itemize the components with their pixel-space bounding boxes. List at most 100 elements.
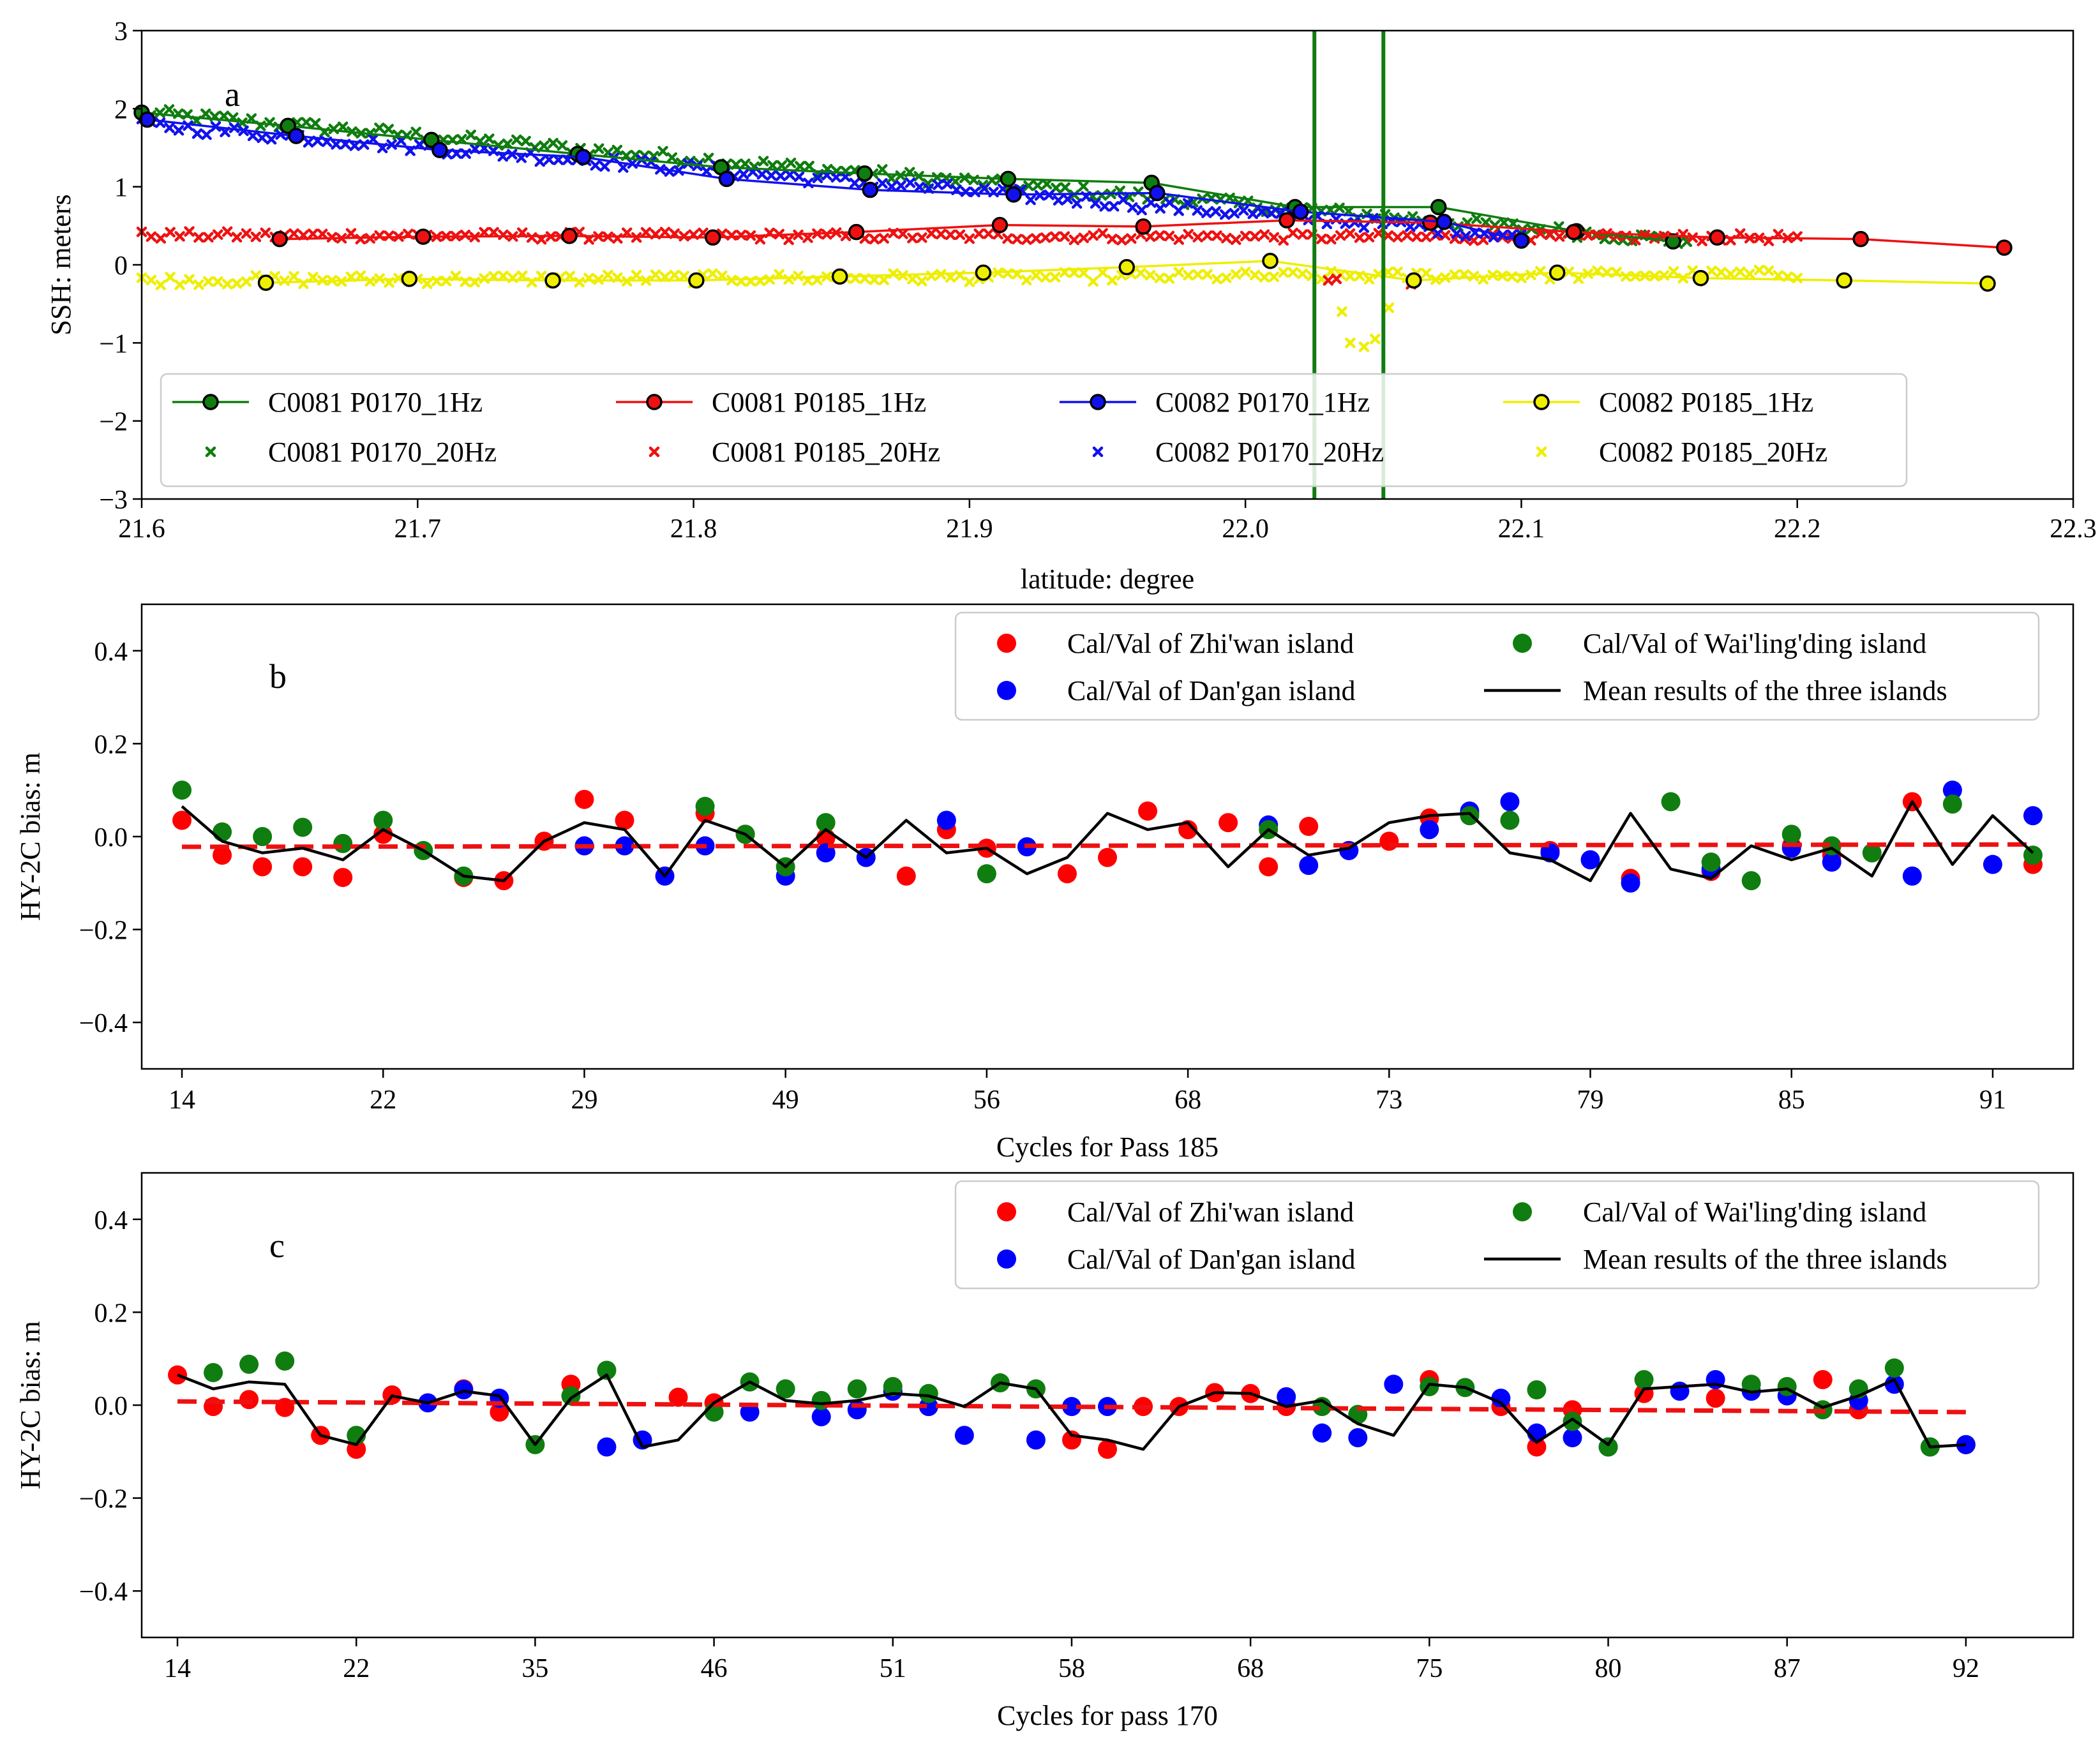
series-6-point-7 (1262, 253, 1279, 269)
cross-7-49-stroke-2 (603, 269, 613, 281)
cross-1-68 (758, 156, 769, 167)
cross-7-5-stroke-2 (184, 274, 195, 285)
cross-5-140-stroke-2 (1432, 228, 1444, 239)
cross-1-99 (1041, 179, 1053, 190)
cross-5-70 (784, 169, 795, 181)
cross-7-119 (1268, 271, 1280, 283)
cross-7-120 (1278, 267, 1289, 278)
x-tick-label-6: 73 (1376, 1085, 1402, 1115)
x-tick-label-4: 56 (973, 1085, 1000, 1115)
cross-3-124-stroke-2 (1316, 234, 1327, 244)
legend-marker-2 (997, 681, 1016, 700)
cross-7-122 (1297, 268, 1308, 279)
dip-cross-1 (1358, 341, 1370, 352)
cross-7-57 (679, 271, 689, 281)
cross-7-171-stroke-2 (1763, 265, 1774, 276)
cross-5-67 (756, 168, 768, 180)
dip-cross-3 (1370, 333, 1381, 345)
series-1-dot-5 (740, 1402, 760, 1422)
cross-5-140 (1432, 228, 1444, 239)
cross-3-9-stroke-2 (221, 226, 233, 237)
cross-5-121-stroke-2 (1257, 206, 1268, 217)
cross-3-2 (155, 233, 167, 244)
cross-7-60 (707, 268, 718, 279)
cross-7-23-stroke-2 (355, 270, 366, 281)
cross-1-147-stroke-2 (1480, 217, 1491, 228)
cross-5-111 (1164, 197, 1175, 208)
cross-5-3-stroke-2 (164, 123, 175, 133)
cross-5-84 (914, 181, 925, 193)
cross-7-121-stroke-2 (1287, 267, 1298, 278)
cross-1-72 (795, 161, 806, 172)
cross-1-72-stroke-2 (795, 161, 806, 172)
cross-5-52-stroke-2 (618, 162, 629, 173)
series-1-dot-17 (1384, 1375, 1404, 1394)
cross-7-122-stroke-2 (1297, 268, 1308, 279)
cross-7-56 (669, 269, 680, 281)
cross-5-68-stroke-2 (766, 170, 777, 181)
cross-3-131-stroke-2 (1383, 230, 1393, 241)
series-6-point-6 (1118, 258, 1136, 276)
cross-3-16-stroke-2 (289, 228, 299, 239)
legend-marker-1 (646, 394, 663, 410)
cross-1-81-stroke-2 (877, 164, 888, 175)
series-2-point-5 (991, 216, 1009, 234)
cross-3-102-stroke-2 (1107, 234, 1118, 244)
cross-3-141-stroke-2 (1478, 234, 1489, 245)
dip-cross-1-stroke-2 (1358, 341, 1370, 352)
series-2-dot-23 (2023, 846, 2043, 865)
y-tick-label-0: 0.4 (94, 637, 128, 667)
cross-1-36-stroke-2 (465, 130, 476, 140)
cross-3-121-stroke-2 (1287, 227, 1298, 239)
cross-5-58-stroke-2 (673, 165, 684, 176)
cross-1-19 (310, 118, 321, 129)
cross-7-6-stroke-2 (193, 279, 204, 290)
mean-line (181, 800, 2034, 883)
cross-7-10 (231, 278, 243, 289)
cross-7-172-stroke-2 (1773, 270, 1784, 281)
cross-7-109-stroke-2 (1173, 267, 1185, 278)
y-tick-label-5: −2 (99, 408, 128, 437)
cross-5-108-stroke-2 (1136, 204, 1147, 216)
cross-3-112-stroke-2 (1202, 230, 1213, 241)
cross-7-56-stroke-2 (669, 269, 680, 281)
x-tick-label-0: 14 (164, 1654, 191, 1683)
cross-5-70-stroke-2 (784, 169, 795, 181)
cross-7-16-stroke-2 (289, 271, 299, 282)
y-tick-label-4: −1 (99, 329, 128, 359)
cross-3-7 (203, 232, 214, 242)
cross-3-77 (869, 234, 880, 244)
cross-1-54-stroke-2 (630, 149, 641, 161)
cross-7-113-stroke-2 (1211, 274, 1222, 285)
cross-5-80 (877, 178, 888, 189)
cross-7-7 (203, 276, 214, 287)
cross-7-85 (945, 272, 956, 283)
series-6-point-4 (831, 268, 848, 285)
series-1-dot-1 (615, 836, 634, 856)
cross-5-145-stroke-2 (1479, 228, 1490, 239)
cross-5-114-stroke-2 (1192, 205, 1203, 216)
series-1-dot-7 (847, 1400, 867, 1420)
cross-1-45 (548, 138, 559, 149)
cross-3-78 (878, 233, 889, 244)
series-0-dot-25 (1379, 831, 1399, 851)
cross-7-101 (1097, 267, 1108, 278)
panel-a-legend-box (160, 373, 1908, 488)
cross-3-53 (640, 227, 652, 238)
cross-7-49 (603, 269, 613, 281)
cross-3-37-stroke-2 (488, 227, 499, 238)
cross-5-118 (1229, 207, 1240, 219)
y-tick-label-1: 2 (114, 95, 128, 124)
cross-7-96 (1049, 272, 1061, 283)
legend-label-0: Cal/Val of Zhi'wan island (1067, 628, 1354, 659)
cross-3-149-stroke-2 (1554, 231, 1565, 242)
series-2-dot-14 (1460, 806, 1480, 826)
cross-7-81 (907, 274, 918, 285)
series-2-point-12 (1996, 239, 2013, 256)
y-tick-label-3: 0 (114, 251, 128, 281)
y-tick-label-2: 0.0 (94, 823, 128, 853)
cross-5-43 (534, 156, 546, 167)
cross-3-117 (1249, 231, 1261, 242)
dip-cross-7-stroke-2 (1331, 273, 1342, 285)
